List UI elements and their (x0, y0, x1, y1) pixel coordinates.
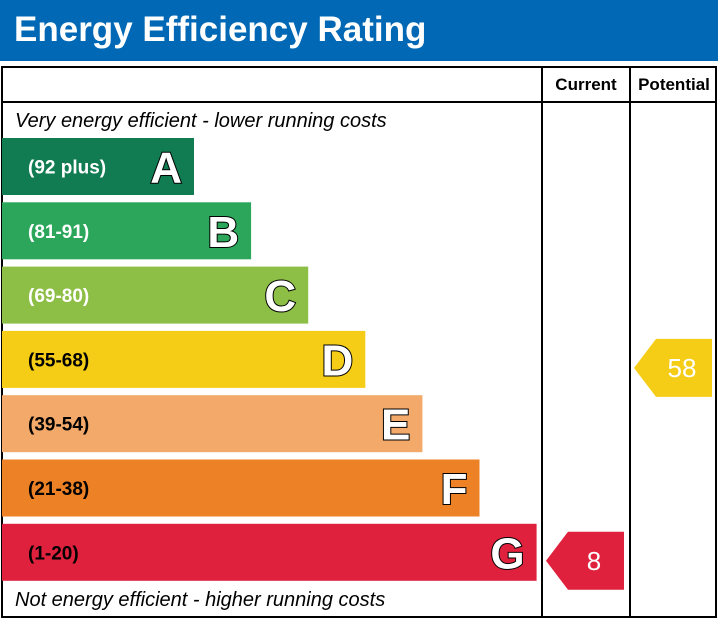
band-bar-d (2, 330, 366, 388)
column-header-current: Current (555, 75, 617, 94)
band-bar-f (2, 459, 480, 517)
title-bar: Energy Efficiency Rating (0, 0, 718, 61)
potential-rating-value: 58 (668, 353, 697, 383)
band-bar-e (2, 395, 423, 453)
current-rating-value: 8 (587, 546, 601, 576)
band-range-d: (55-68) (28, 350, 89, 371)
band-bar-c (2, 266, 309, 324)
current-rating-arrow (546, 531, 624, 590)
rating-markers: 8 58 (546, 338, 712, 590)
band-range-f: (21-38) (28, 479, 89, 500)
band-letter-c: C (264, 272, 296, 321)
column-header-potential: Potential (638, 75, 710, 94)
band-letter-g: G (490, 529, 524, 578)
band-letter-b: B (207, 208, 239, 257)
band-bar-b (2, 202, 252, 260)
bottom-note: Not energy efficient - higher running co… (15, 589, 385, 611)
page-title: Energy Efficiency Rating (14, 10, 427, 49)
rating-bands: (92 plus) A (81-91) B (69-80) C (55-68) D (39-54… (2, 138, 537, 581)
band-range-g: (1-20) (28, 543, 79, 564)
band-range-a: (92 plus) (28, 158, 106, 179)
band-bar-g (2, 523, 537, 581)
potential-rating-arrow (634, 338, 712, 397)
band-range-e: (39-54) (28, 415, 89, 436)
band-range-c: (69-80) (28, 286, 89, 307)
band-letter-f: F (441, 465, 468, 514)
band-letter-d: D (322, 336, 354, 385)
band-letter-e: E (381, 401, 410, 450)
band-range-b: (81-91) (28, 222, 89, 243)
epc-chart: Current Potential Very energy efficient … (1, 66, 717, 618)
band-bar-a (2, 138, 194, 195)
band-letter-a: A (150, 144, 182, 193)
top-note: Very energy efficient - lower running co… (15, 110, 387, 132)
